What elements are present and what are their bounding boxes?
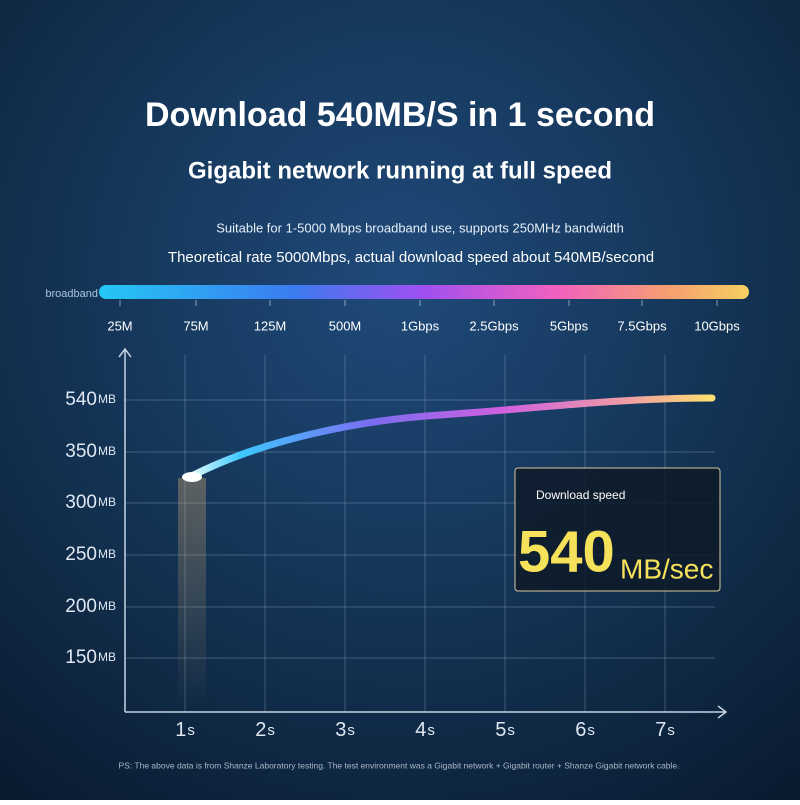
y-tick-number: 540 [65,389,97,410]
x-tick-unit: s [667,722,675,739]
y-tick-number: 200 [65,596,97,617]
x-tick-unit: s [347,722,355,739]
y-tick-unit: MB [98,599,116,613]
y-tick-label: 200MB [65,596,116,617]
y-arrow [118,347,132,358]
x-tick-unit: s [267,722,275,739]
callout-number: 540 [518,519,615,584]
speed-curve [184,394,716,482]
y-tick-unit: MB [98,392,116,406]
y-tick-label: 540MB [65,389,116,410]
y-tick-unit: MB [98,547,116,561]
callout-label: Download speed [536,488,625,502]
broadband-tick: 5Gbps [550,318,589,333]
x-arrow [717,705,728,719]
y-tick-label: 250MB [65,544,116,565]
x-tick-number: 3 [335,719,346,741]
broadband-tick: 7.5Gbps [617,318,667,333]
x-tick-number: 7 [655,719,666,741]
x-tick-number: 4 [415,719,426,741]
y-tick-label: 350MB [65,441,116,462]
y-tick-number: 350 [65,441,97,462]
x-tick-unit: s [187,722,195,739]
x-tick-label: 6s [575,719,595,741]
y-tick-number: 150 [65,647,97,668]
broadband-tick: 1Gbps [401,318,440,333]
broadband-bar [99,285,749,299]
broadband-tick: 500M [329,318,362,333]
x-tick-label: 1s [175,719,195,741]
y-tick-label: 150MB [65,647,116,668]
x-tick-number: 6 [575,719,586,741]
glow [178,478,206,708]
footnote: PS: The above data is from Shanze Labora… [119,760,680,770]
description: Theoretical rate 5000Mbps, actual downlo… [168,249,654,266]
x-tick-unit: s [427,722,435,739]
y-tick-unit: MB [98,495,116,509]
broadband-tick: 2.5Gbps [469,318,519,333]
y-tick-unit: MB [98,650,116,664]
x-tick-unit: s [587,722,595,739]
callout-unit: MB/sec [620,553,713,584]
x-tick-label: 4s [415,719,435,741]
broadband-ticks: 25M 75M 125M 500M 1Gbps 2.5Gbps 5Gbps 7.5Gbps 10… [107,300,740,333]
x-tick-label: 5s [495,719,515,741]
y-tick-unit: MB [98,444,116,458]
x-tick-number: 1 [175,719,186,741]
x-tick-number: 2 [255,719,266,741]
callout-box [514,467,721,592]
curve-start [182,472,202,482]
y-tick-label: 300MB [65,492,116,513]
title: Download 540MB/S in 1 second [145,96,655,134]
x-tick-label: 3s [335,719,355,741]
broadband-tick: 125M [254,318,287,333]
subtitle: Gigabit network running at full speed [188,157,612,184]
broadband-tick: 25M [107,318,132,333]
y-tick-number: 250 [65,544,97,565]
x-tick-number: 5 [495,719,506,741]
description: Suitable for 1-5000 Mbps broadband use, … [216,220,624,235]
x-tick-label: 2s [255,719,275,741]
broadband-tick: 10Gbps [694,318,740,333]
x-tick-label: 7s [655,719,675,741]
x-tick-unit: s [507,722,515,739]
broadband-label: broadband [45,288,98,300]
y-tick-number: 300 [65,492,97,513]
broadband-tick: 75M [183,318,208,333]
